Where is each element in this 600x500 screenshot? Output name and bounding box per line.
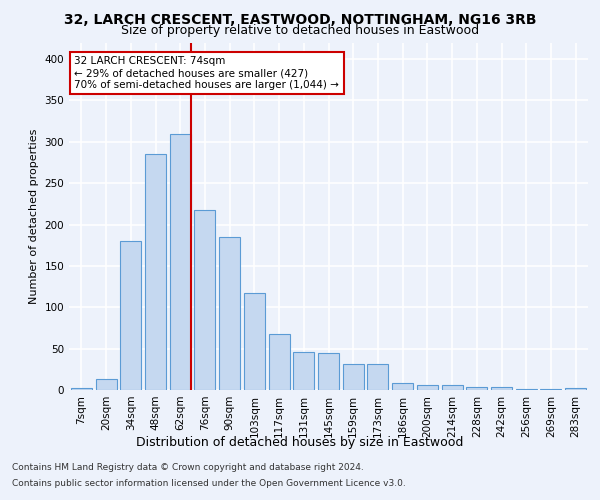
- Bar: [71, 388, 92, 390]
- Bar: [491, 386, 512, 390]
- Bar: [541, 389, 562, 390]
- Bar: [170, 134, 191, 390]
- Bar: [194, 210, 215, 390]
- Bar: [565, 388, 586, 390]
- Bar: [244, 293, 265, 390]
- Bar: [145, 154, 166, 390]
- Bar: [95, 379, 116, 390]
- Bar: [516, 389, 537, 390]
- Bar: [293, 352, 314, 390]
- Bar: [318, 353, 339, 390]
- Bar: [392, 384, 413, 390]
- Text: 32, LARCH CRESCENT, EASTWOOD, NOTTINGHAM, NG16 3RB: 32, LARCH CRESCENT, EASTWOOD, NOTTINGHAM…: [64, 12, 536, 26]
- Bar: [367, 364, 388, 390]
- Bar: [120, 241, 141, 390]
- Text: Size of property relative to detached houses in Eastwood: Size of property relative to detached ho…: [121, 24, 479, 37]
- Bar: [466, 386, 487, 390]
- Bar: [442, 385, 463, 390]
- Text: Contains public sector information licensed under the Open Government Licence v3: Contains public sector information licen…: [12, 478, 406, 488]
- Y-axis label: Number of detached properties: Number of detached properties: [29, 128, 39, 304]
- Text: 32 LARCH CRESCENT: 74sqm
← 29% of detached houses are smaller (427)
70% of semi-: 32 LARCH CRESCENT: 74sqm ← 29% of detach…: [74, 56, 339, 90]
- Bar: [269, 334, 290, 390]
- Bar: [417, 385, 438, 390]
- Text: Contains HM Land Registry data © Crown copyright and database right 2024.: Contains HM Land Registry data © Crown c…: [12, 464, 364, 472]
- Text: Distribution of detached houses by size in Eastwood: Distribution of detached houses by size …: [136, 436, 464, 449]
- Bar: [219, 237, 240, 390]
- Bar: [343, 364, 364, 390]
